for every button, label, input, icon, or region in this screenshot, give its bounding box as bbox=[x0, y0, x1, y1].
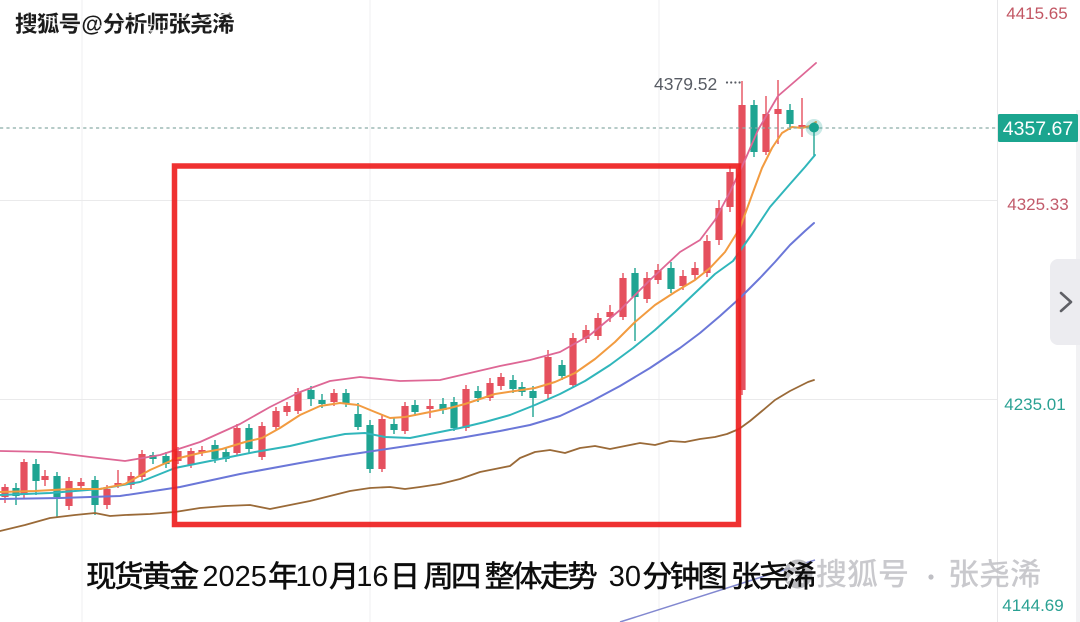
svg-text:4325.33: 4325.33 bbox=[1007, 195, 1068, 214]
svg-text:4144.69: 4144.69 bbox=[1002, 596, 1063, 615]
svg-text:4379.52: 4379.52 bbox=[654, 74, 717, 94]
svg-text:4357.67: 4357.67 bbox=[1003, 118, 1074, 140]
svg-text:4235.01: 4235.01 bbox=[1004, 395, 1065, 414]
svg-text:4415.65: 4415.65 bbox=[1006, 4, 1067, 23]
svg-text:10: 10 bbox=[296, 561, 328, 593]
svg-text:16: 16 bbox=[356, 561, 388, 593]
svg-text:2025: 2025 bbox=[202, 561, 267, 593]
svg-text:@: @ bbox=[81, 12, 102, 37]
svg-text:30: 30 bbox=[609, 561, 641, 593]
